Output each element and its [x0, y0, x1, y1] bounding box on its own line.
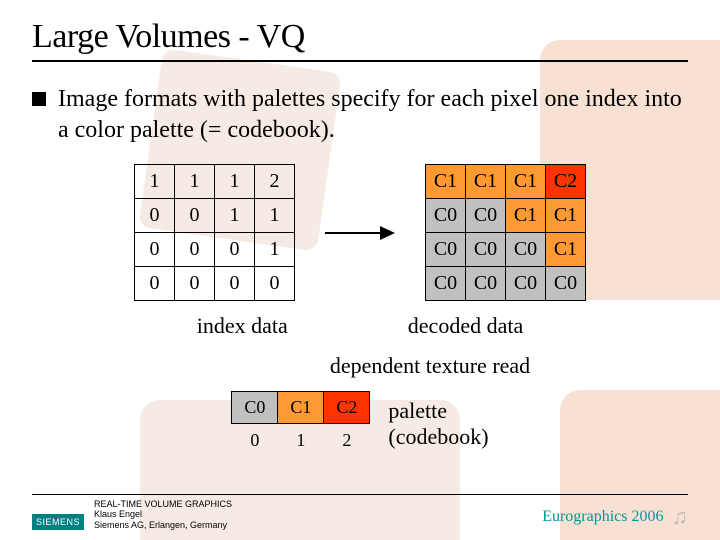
footer-text: REAL-TIME VOLUME GRAPHICS Klaus Engel Si… [94, 499, 232, 530]
index-cell: 0 [175, 267, 215, 301]
index-cell: 0 [135, 233, 175, 267]
decoded-cell: C0 [506, 267, 546, 301]
decoded-cell: C0 [426, 233, 466, 267]
decoded-table: C1C1C1C2C0C0C1C1C0C0C0C1C0C0C0C0 [425, 164, 586, 301]
decoded-cell: C0 [426, 267, 466, 301]
decoded-cell: C0 [466, 233, 506, 267]
index-cell: 1 [215, 199, 255, 233]
index-cell: 0 [135, 199, 175, 233]
palette-label-line2: (codebook) [388, 424, 488, 449]
index-cell: 0 [175, 233, 215, 267]
index-caption: index data [197, 313, 288, 339]
dependent-read-text: dependent texture read [172, 353, 688, 379]
decoded-cell: C0 [466, 199, 506, 233]
body-text: Image formats with palettes specify for … [58, 84, 688, 146]
palette-index: 2 [324, 424, 370, 456]
index-cell: 0 [255, 267, 295, 301]
palette-cell: C1 [278, 392, 324, 424]
index-cell: 0 [135, 267, 175, 301]
index-cell: 1 [135, 165, 175, 199]
footer-right-text: Eurographics 2006 [542, 508, 663, 526]
index-cell: 0 [215, 233, 255, 267]
bullet-icon [32, 92, 46, 106]
decoded-cell: C0 [506, 233, 546, 267]
index-table: 1112001100010000 [134, 164, 295, 301]
index-table-block: 1112001100010000 [134, 164, 295, 301]
decoded-cell: C1 [506, 199, 546, 233]
footer-line3: Siemens AG, Erlangen, Germany [94, 520, 232, 530]
palette-table: C0C1C2 012 [231, 391, 370, 456]
palette-cell: C2 [324, 392, 370, 424]
arrow-icon [325, 223, 395, 243]
index-cell: 2 [255, 165, 295, 199]
decoded-cell: C1 [426, 165, 466, 199]
palette-index: 1 [278, 424, 324, 456]
footer-line2: Klaus Engel [94, 509, 232, 519]
decoded-cell: C1 [546, 199, 586, 233]
palette-label-line1: palette [388, 398, 488, 423]
decoded-cell: C0 [546, 267, 586, 301]
palette-index: 0 [232, 424, 278, 456]
index-cell: 1 [215, 165, 255, 199]
index-cell: 1 [255, 233, 295, 267]
palette-label: palette (codebook) [388, 398, 488, 449]
decoded-cell: C1 [506, 165, 546, 199]
index-cell: 0 [215, 267, 255, 301]
index-cell: 1 [175, 165, 215, 199]
decoded-cell: C0 [426, 199, 466, 233]
decoded-cell: C1 [546, 233, 586, 267]
siemens-logo: SIEMENS [32, 514, 84, 530]
decoded-cell: C2 [546, 165, 586, 199]
decoded-cell: C0 [466, 267, 506, 301]
page-title: Large Volumes - VQ [32, 18, 688, 62]
index-cell: 1 [255, 199, 295, 233]
decoded-cell: C1 [466, 165, 506, 199]
index-cell: 0 [175, 199, 215, 233]
decoded-caption: decoded data [408, 313, 523, 339]
music-note-icon: ♫ [672, 504, 689, 530]
footer-line1: REAL-TIME VOLUME GRAPHICS [94, 499, 232, 509]
palette-cell: C0 [232, 392, 278, 424]
decoded-table-block: C1C1C1C2C0C0C1C1C0C0C0C1C0C0C0C0 [425, 164, 586, 301]
